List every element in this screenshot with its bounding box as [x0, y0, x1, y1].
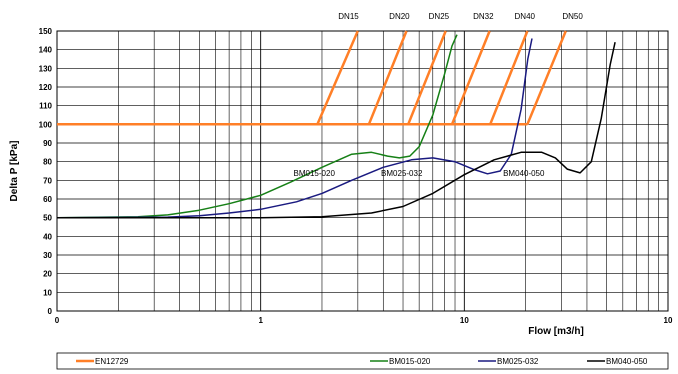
y-tick-label: 90 — [43, 139, 52, 148]
dn-label: DN20 — [389, 12, 410, 21]
series-line-bm040-050 — [57, 42, 616, 219]
x-axis-label: Flow [m3/h] — [528, 326, 584, 337]
y-tick-label: 50 — [43, 214, 52, 223]
series-line-en12729 — [367, 30, 408, 125]
y-tick-label: 150 — [39, 27, 53, 36]
x-tick-label: 0 — [55, 316, 60, 325]
series-line-en12729 — [450, 30, 491, 125]
dn-label: DN40 — [515, 12, 536, 21]
legend: EN12729 BM015-020 BM025-032 BM040-050 — [56, 352, 669, 370]
y-tick-label: 70 — [43, 176, 52, 185]
y-tick-label: 110 — [39, 102, 52, 111]
series-line-en12729 — [407, 30, 447, 125]
chart-annotations: BM015-020 BM025-032 BM040-050 — [294, 169, 545, 178]
dn-label: DN32 — [473, 12, 494, 21]
legend-label-en12729: EN12729 — [95, 357, 129, 366]
legend-label-bm040-050: BM040-050 — [606, 357, 648, 366]
y-tick-label: 130 — [39, 64, 53, 73]
legend-box — [56, 352, 669, 370]
y-tick-label: 40 — [43, 232, 52, 241]
chart-grid — [56, 30, 669, 312]
series-annotation: BM015-020 — [294, 169, 336, 178]
series-line-en12729 — [316, 30, 359, 125]
dn-label: DN50 — [562, 12, 583, 21]
y-tick-label: 30 — [43, 251, 52, 260]
chart-series — [56, 30, 616, 219]
y-axis-label: Delta P [kPa] — [9, 141, 20, 202]
legend-label-bm015-020: BM015-020 — [389, 357, 431, 366]
y-tick-label: 80 — [43, 158, 52, 167]
plot-area — [56, 30, 669, 312]
y-tick-label: 0 — [48, 307, 53, 316]
dn-label: DN15 — [338, 12, 359, 21]
y-tick-label: 10 — [43, 288, 52, 297]
y-tick-label: 120 — [39, 83, 53, 92]
y-tick-label: 100 — [39, 120, 53, 129]
series-annotation: BM025-032 — [381, 169, 423, 178]
legend-label-bm025-032: BM025-032 — [497, 357, 539, 366]
dn-label: DN25 — [429, 12, 450, 21]
series-line-bm025-032 — [56, 38, 533, 219]
series-line-bm015-020 — [56, 34, 458, 219]
y-tick-label: 60 — [43, 195, 52, 204]
y-tick-label: 20 — [43, 270, 52, 279]
series-line-en12729 — [526, 30, 567, 125]
x-tick-label: 10 — [460, 316, 469, 325]
series-line-en12729 — [489, 30, 529, 125]
y-tick-label: 140 — [39, 46, 53, 55]
series-annotation: BM040-050 — [503, 169, 545, 178]
x-tick-label: 1 — [258, 316, 263, 325]
dn-labels: DN15 DN20 DN25 DN32 DN40 DN50 — [338, 12, 583, 21]
x-tick-label: 10 — [664, 316, 673, 325]
